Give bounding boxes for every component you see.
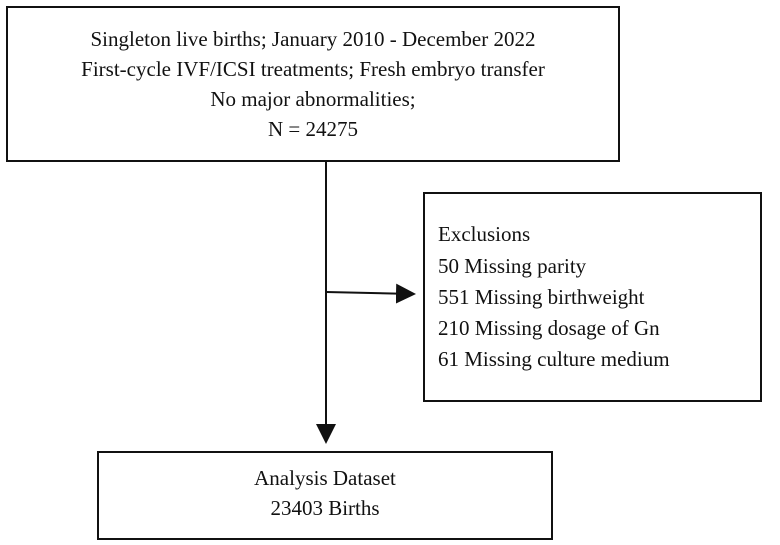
node-text: Analysis Dataset (254, 466, 396, 490)
node-text: 23403 Births (270, 496, 379, 520)
node-text: 50 Missing parity (438, 254, 587, 278)
exclusion-arrow (325, 283, 416, 304)
node-text: Exclusions (438, 222, 530, 246)
node-text: 210 Missing dosage of Gn (438, 316, 660, 340)
node-text: 551 Missing birthweight (438, 285, 645, 309)
node-text: No major abnormalities; (210, 87, 415, 111)
result-box (97, 451, 553, 540)
node-text: Singleton live births; January 2010 - De… (91, 27, 536, 51)
source-box (6, 6, 620, 162)
exclusions-box (423, 192, 762, 402)
node-text: First-cycle IVF/ICSI treatments; Fresh e… (81, 57, 545, 81)
node-text: N = 24275 (268, 117, 358, 141)
node-text: 61 Missing culture medium (438, 347, 670, 371)
